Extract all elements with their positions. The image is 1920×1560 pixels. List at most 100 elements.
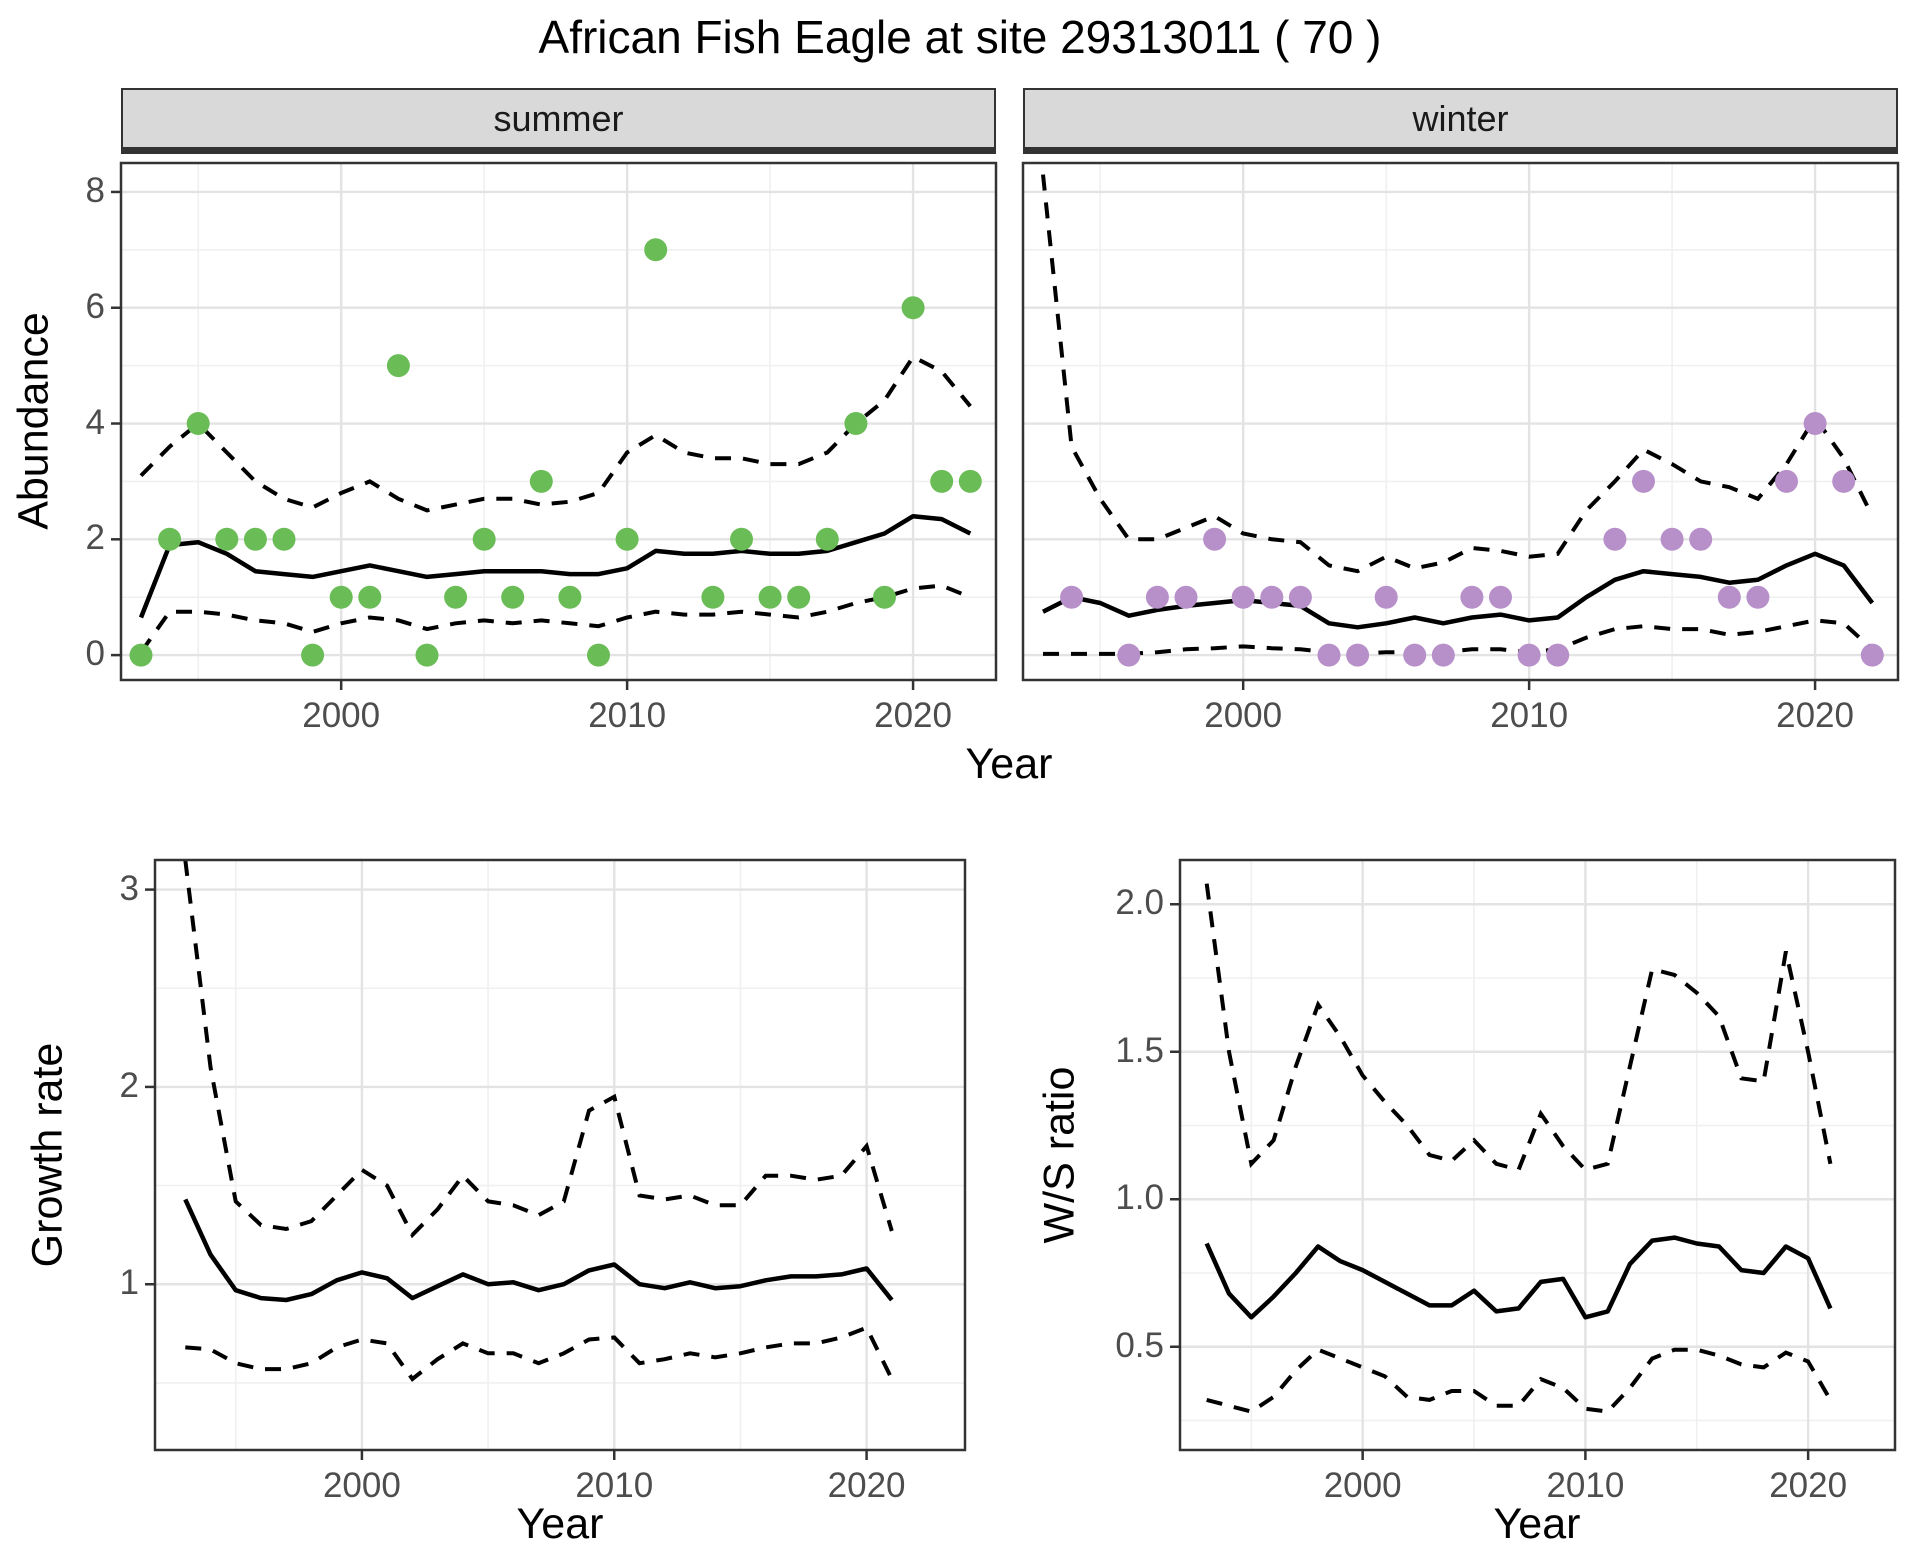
panel-border (119, 161, 998, 682)
x-tick-label: 2020 (827, 1466, 906, 1505)
data-point (1288, 585, 1312, 609)
data-point (1060, 585, 1084, 609)
series-lines (183, 860, 894, 1382)
x-tick-label: 2020 (874, 696, 952, 735)
data-point (787, 585, 811, 609)
y-tick-label: 1.0 (1115, 1178, 1164, 1218)
panel-border (1178, 858, 1897, 1452)
data-point (1689, 527, 1713, 551)
data-point (1431, 643, 1455, 667)
facet-strip-summer: summer (121, 88, 996, 154)
y-tick-label: 2.0 (1115, 883, 1164, 923)
x-tick-label: 2020 (1776, 696, 1854, 735)
x-axis-title-year-growth: Year (516, 1500, 604, 1548)
data-point (215, 527, 239, 551)
data-point (1174, 585, 1198, 609)
upper-ci-line (1204, 883, 1833, 1173)
data-point (1517, 643, 1541, 667)
upper-ci-line (1041, 174, 1875, 574)
data-point (1460, 585, 1484, 609)
data-point (186, 412, 210, 435)
panel-border (1021, 161, 1900, 682)
data-point (1403, 643, 1427, 667)
y-tick-label: 8 (85, 170, 105, 210)
median-line (183, 1198, 894, 1303)
growth-rate-plot (145, 858, 967, 1460)
x-tick-label: 2000 (1323, 1466, 1402, 1505)
axis-tick-marks (111, 190, 915, 690)
data-point (415, 643, 439, 667)
series-lines (1204, 883, 1833, 1414)
data-point (158, 527, 182, 551)
y-tick-label: 6 (85, 286, 105, 326)
y-tick-label: 4 (85, 402, 105, 442)
x-tick-label: 2000 (302, 696, 381, 735)
x-tick-label: 2010 (1546, 1466, 1625, 1505)
data-point (1145, 585, 1169, 609)
grid-major (1180, 860, 1895, 1450)
data-point (558, 585, 582, 609)
data-point (758, 585, 782, 609)
data-point (1346, 643, 1370, 667)
data-point (529, 469, 553, 493)
data-point (1546, 643, 1570, 667)
data-point (243, 527, 267, 551)
data-point (730, 527, 753, 551)
x-tick-label: 2020 (1769, 1466, 1848, 1505)
panel-border (153, 858, 967, 1452)
grid-minor (155, 860, 965, 1450)
data-point (587, 643, 610, 667)
x-tick-label: 2010 (575, 1466, 654, 1505)
data-point (844, 412, 868, 435)
y-tick-label: 1 (119, 1263, 139, 1303)
chart-title: African Fish Eagle at site 29313011 ( 70… (538, 11, 1382, 63)
y-tick-label: 1.5 (1115, 1030, 1164, 1070)
axis-tick-marks (145, 888, 868, 1460)
data-point (1775, 469, 1798, 493)
data-point (1746, 585, 1770, 609)
facet-strip-winter-label: winter (1412, 97, 1509, 139)
median-line (1204, 1235, 1833, 1320)
data-point (1231, 585, 1255, 609)
y-tick-label: 0.5 (1115, 1325, 1164, 1365)
y-tick-label: 2 (85, 518, 105, 558)
data-point (1717, 585, 1741, 609)
data-point (815, 527, 839, 551)
data-point (901, 296, 925, 320)
data-point (1632, 469, 1655, 493)
data-point (958, 469, 982, 493)
data-point (1860, 643, 1884, 667)
axis-tick-marks (1241, 680, 1817, 690)
data-point (358, 585, 382, 609)
data-point (873, 585, 896, 609)
y-tick-label: 0 (85, 634, 105, 674)
data-point (1832, 469, 1856, 493)
facet-strip-summer-label: summer (493, 97, 624, 139)
data-point (1803, 412, 1827, 435)
grid-minor (1180, 860, 1895, 1450)
x-tick-label: 2000 (1204, 696, 1283, 735)
axis-tick-marks (1170, 903, 1810, 1460)
data-point (386, 354, 410, 378)
x-tick-label: 2000 (322, 1466, 401, 1505)
lower-ci-line (1206, 1347, 1833, 1414)
ws-ratio-plot (1170, 858, 1897, 1460)
data-point (1203, 527, 1227, 551)
x-axis-title-year-ws: Year (1493, 1500, 1581, 1548)
upper-ci-line (139, 354, 972, 513)
data-point (129, 643, 153, 667)
data-point (1317, 643, 1341, 667)
data-points (129, 238, 982, 667)
lower-ci-line (185, 1325, 894, 1382)
y-tick-label: 2 (119, 1065, 139, 1105)
data-point (1489, 585, 1512, 609)
y-tick-label: 3 (119, 868, 139, 908)
facet-strip-winter: winter (1023, 88, 1898, 154)
data-point (930, 469, 954, 493)
data-point (1603, 527, 1627, 551)
x-axis-title-year-top: Year (965, 740, 1053, 788)
panel-background (155, 860, 965, 1450)
y-axis-title-ws-ratio: W/S ratio (1035, 1066, 1084, 1244)
upper-ci-line (183, 860, 894, 1239)
